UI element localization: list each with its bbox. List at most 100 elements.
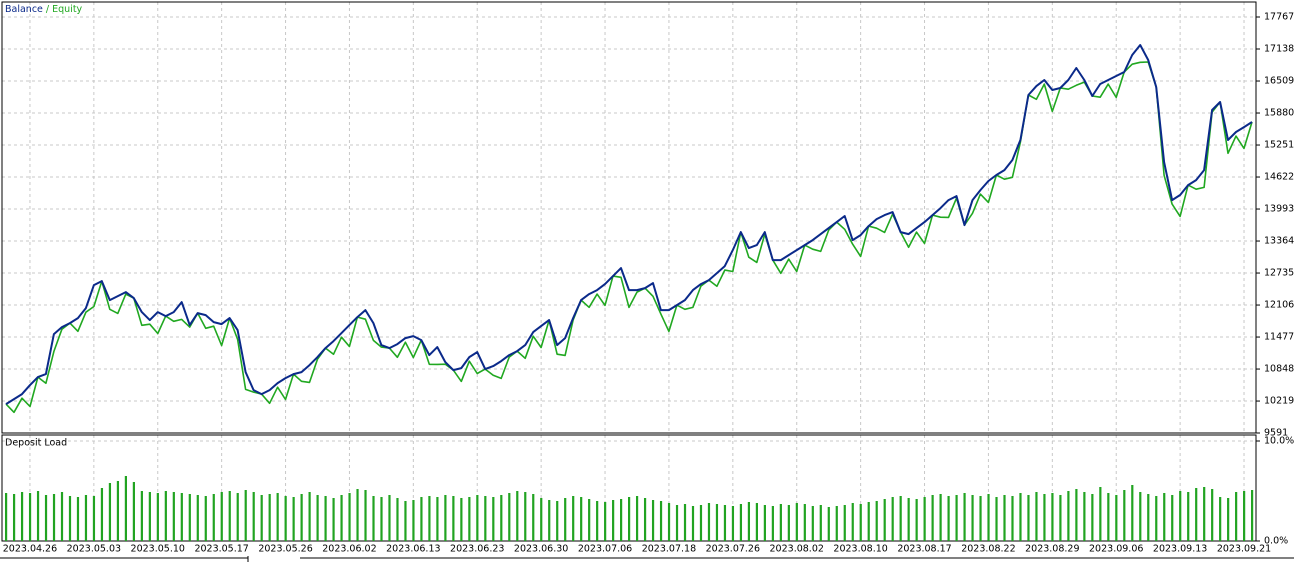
y-tick-label: 14622 <box>1264 172 1294 183</box>
bar <box>1019 493 1022 541</box>
bar <box>524 492 527 541</box>
bar <box>667 503 671 541</box>
x-tick-label: 2023.05.03 <box>67 544 121 555</box>
y-tick-label: 13993 <box>1264 204 1294 215</box>
bar <box>28 493 32 541</box>
bar <box>707 503 711 541</box>
y-tick-label: 12106 <box>1264 300 1294 311</box>
bar <box>300 494 303 541</box>
bar <box>835 506 838 541</box>
x-tick-label: 2023.07.26 <box>706 544 760 555</box>
bar <box>795 503 798 541</box>
legend: Balance / Equity <box>5 4 83 15</box>
y-tick-label: 10.0% <box>1264 436 1294 447</box>
bar <box>332 498 335 541</box>
bar <box>84 495 88 541</box>
bar <box>867 502 870 541</box>
bar <box>811 506 814 541</box>
bar <box>699 505 703 541</box>
bar <box>819 505 822 541</box>
bar <box>683 504 687 541</box>
x-tick-label: 2023.07.06 <box>578 544 632 555</box>
bar <box>188 494 191 541</box>
bar <box>659 501 663 541</box>
y-tick-label: 17767 <box>1264 12 1294 23</box>
bar <box>36 491 40 541</box>
bar <box>252 492 255 541</box>
bar <box>1131 485 1134 541</box>
bar <box>891 497 894 541</box>
bar <box>92 496 96 541</box>
bar <box>532 494 535 541</box>
bar <box>1027 495 1030 541</box>
x-tick-label: 2023.06.13 <box>386 544 440 555</box>
bar <box>931 495 934 541</box>
bar <box>356 489 359 541</box>
x-tick-label: 2023.08.10 <box>833 544 887 555</box>
y-tick-label: 12735 <box>1264 268 1294 279</box>
bar <box>604 502 607 541</box>
bar <box>340 495 343 541</box>
bar <box>68 496 72 541</box>
series-line <box>5 44 1253 405</box>
x-tick-label: 2023.06.23 <box>450 544 504 555</box>
bar <box>244 490 247 541</box>
x-tick-label: 2023.09.21 <box>1217 544 1271 555</box>
bar <box>715 504 719 541</box>
bar <box>348 493 351 541</box>
bar <box>612 500 615 541</box>
bar <box>915 499 918 541</box>
y-tick-label: 15251 <box>1264 140 1294 151</box>
bar <box>859 504 862 541</box>
bar <box>763 505 766 541</box>
bar <box>1179 491 1182 541</box>
bar <box>1219 497 1222 541</box>
bar <box>1067 491 1070 541</box>
bar <box>292 497 295 541</box>
bar <box>620 499 623 541</box>
bar <box>1115 495 1118 541</box>
bar <box>420 497 423 541</box>
x-tick-label: 2023.09.13 <box>1153 544 1207 555</box>
bar <box>228 491 231 541</box>
bar <box>1243 491 1246 541</box>
x-tick-label: 2023.08.02 <box>770 544 824 555</box>
bar <box>803 504 806 541</box>
bar <box>316 495 319 541</box>
bar <box>116 481 120 541</box>
bar <box>172 492 175 541</box>
bar <box>1091 494 1094 541</box>
bar <box>907 498 910 541</box>
legend-balance: Balance <box>5 4 43 15</box>
bar <box>691 506 695 541</box>
bar <box>260 495 263 541</box>
bar <box>76 497 80 541</box>
bar <box>508 493 511 541</box>
x-tick-label: 2023.05.17 <box>194 544 248 555</box>
y-tick-label: 10219 <box>1264 396 1294 407</box>
bar <box>963 493 966 541</box>
y-tick-label: 0.0% <box>1264 536 1288 547</box>
bar <box>108 483 112 541</box>
bar <box>987 494 990 541</box>
bar <box>212 494 215 541</box>
bar <box>460 498 463 541</box>
bar <box>971 495 974 541</box>
bar <box>747 502 751 541</box>
bar <box>60 492 64 541</box>
bar <box>564 498 567 541</box>
bar <box>12 494 16 541</box>
bar <box>308 492 311 541</box>
bar <box>1083 492 1086 541</box>
bar <box>1107 493 1110 541</box>
x-tick-label: 2023.06.30 <box>514 544 568 555</box>
bar <box>1163 493 1166 541</box>
y-tick-label: 13364 <box>1264 236 1294 247</box>
bar <box>723 505 727 541</box>
bar <box>899 496 902 541</box>
bar <box>1043 494 1046 541</box>
bar <box>643 498 647 541</box>
bar <box>220 492 223 541</box>
x-tick-label: 2023.08.17 <box>897 544 951 555</box>
